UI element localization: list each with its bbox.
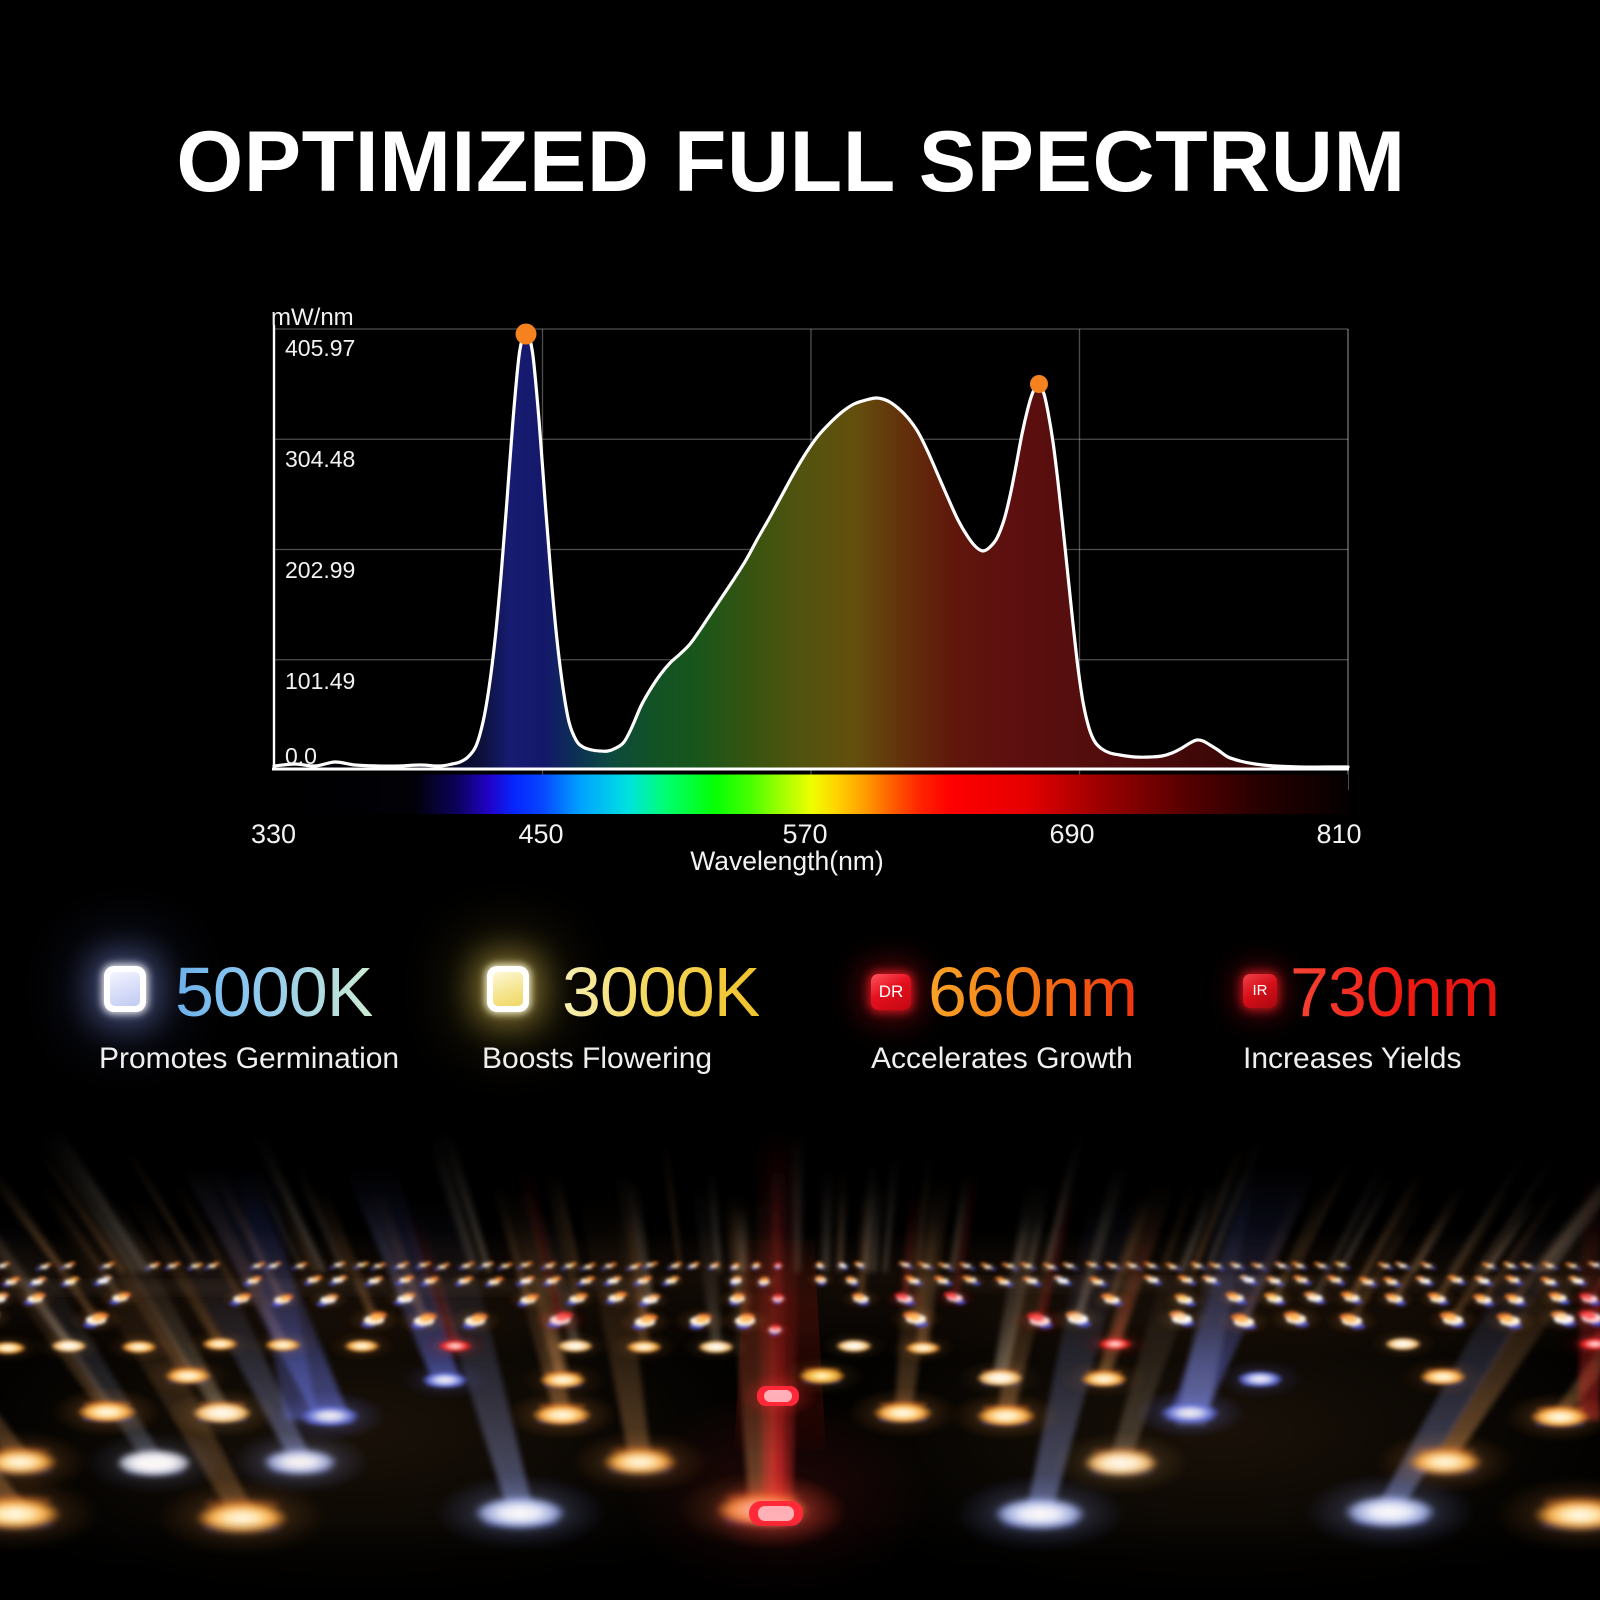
svg-text:Wavelength(nm): Wavelength(nm) <box>690 846 883 876</box>
svg-text:304.48: 304.48 <box>285 446 355 472</box>
svg-text:405.97: 405.97 <box>285 335 355 361</box>
svg-text:450: 450 <box>518 819 563 849</box>
svg-text:330: 330 <box>251 819 296 849</box>
svg-text:690: 690 <box>1049 819 1094 849</box>
svg-text:0.0: 0.0 <box>285 743 317 769</box>
svg-text:202.99: 202.99 <box>285 557 355 583</box>
svg-text:570: 570 <box>782 819 827 849</box>
svg-text:mW/nm: mW/nm <box>271 304 354 331</box>
svg-text:101.49: 101.49 <box>285 668 355 694</box>
svg-text:810: 810 <box>1316 819 1361 849</box>
